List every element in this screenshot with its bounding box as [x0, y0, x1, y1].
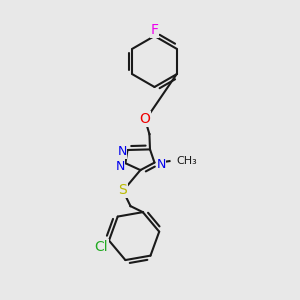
Text: F: F [151, 23, 158, 37]
Text: Cl: Cl [95, 239, 108, 254]
Text: N: N [156, 158, 166, 171]
Text: O: O [140, 112, 150, 126]
Text: S: S [118, 183, 127, 197]
Text: N: N [117, 145, 127, 158]
Text: N: N [115, 160, 125, 173]
Text: CH₃: CH₃ [176, 157, 197, 166]
